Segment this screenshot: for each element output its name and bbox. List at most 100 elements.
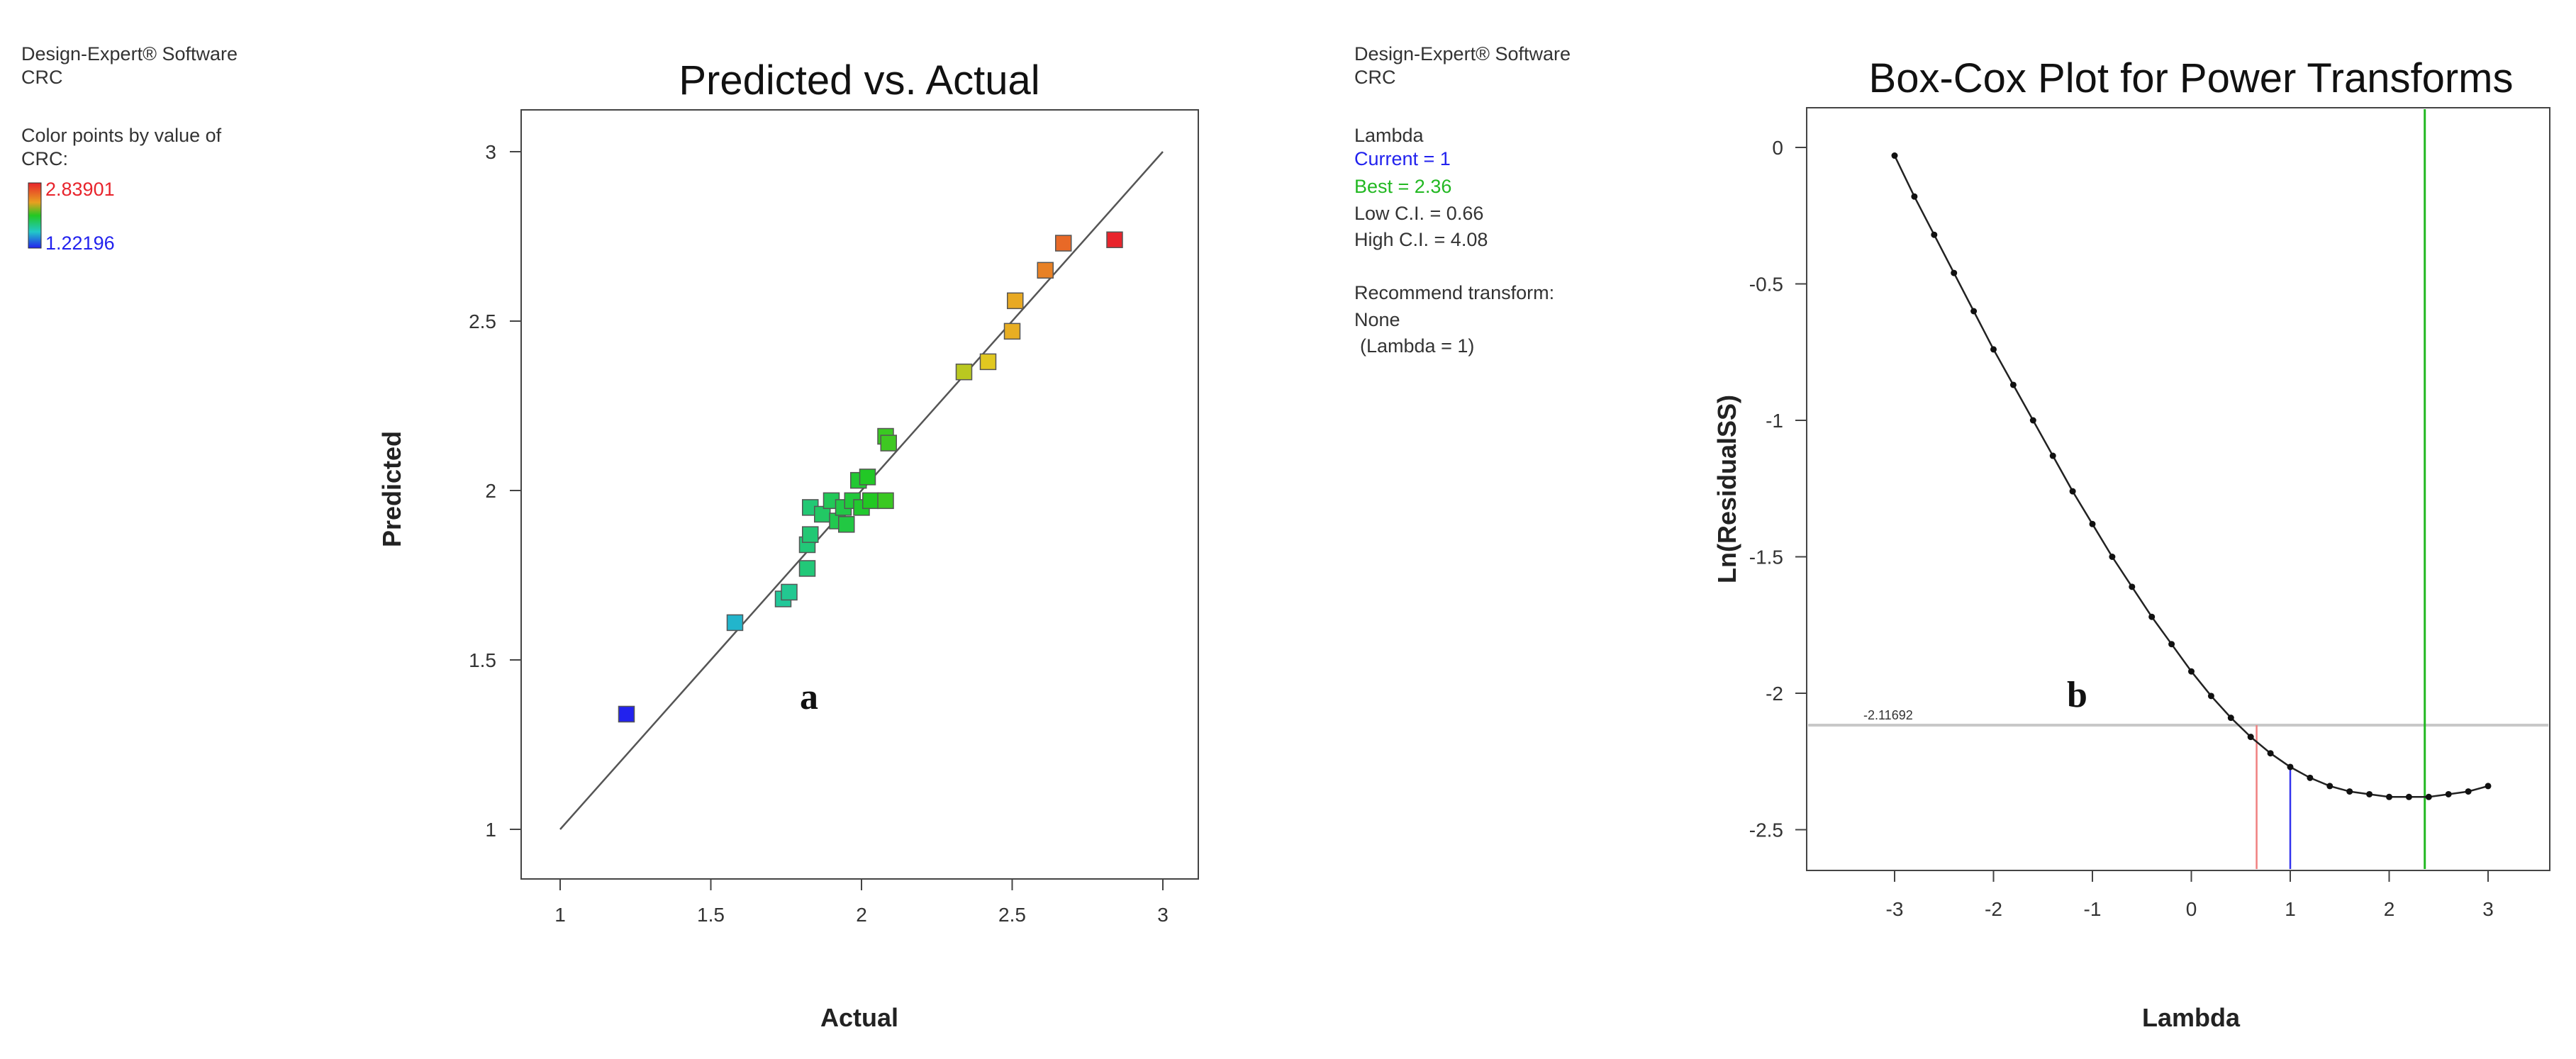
data-point [798,560,816,577]
x-tick-label: -1 [2084,898,2102,920]
x-tick-label: -2 [1985,898,2002,920]
lambda-best: Best = 2.36 [1354,176,1451,197]
curve-point [2267,750,2274,757]
y-tick-label: 2 [485,480,496,502]
color-max-label: 2.83901 [45,179,115,200]
color-by-label: Color points by value of [21,125,222,146]
curve-point [2445,790,2452,797]
curve-point [2129,583,2136,590]
x-tick-label: 1.5 [697,904,725,926]
x-tick-label: 2 [856,904,867,926]
curve-point [2089,520,2096,527]
recommend-transform-label: Recommend transform: [1354,282,1554,303]
y-tick-label: -2 [1766,683,1783,705]
chart-b-x-label: Lambda [2142,1003,2241,1032]
box-cox-points [1891,152,2492,800]
data-point [1003,323,1021,340]
recommend-lambda: (Lambda = 1) [1360,335,1474,357]
y-tick-label: 2.5 [469,310,496,332]
x-tick-label: 0 [2186,898,2197,920]
curve-point [2425,793,2432,800]
y-tick-label: 0 [1772,137,1783,159]
chart-b-title: Box-Cox Plot for Power Transforms [1869,55,2514,101]
curve-point [2465,788,2472,795]
y-tick-label: -2.5 [1749,819,1783,841]
chart-a-panel-label: a [800,677,818,717]
curve-point [2227,715,2234,722]
curve-point [2207,693,2214,700]
right-response-label: CRC [1354,67,1396,88]
left-info-block: Design-Expert® Software CRC Color points… [21,43,238,254]
curve-point [2307,774,2314,781]
data-point [880,435,897,452]
chart-a-points [618,231,1123,723]
recommend-transform-value: None [1354,309,1400,330]
curve-point [1891,152,1898,159]
lambda-header: Lambda [1354,125,1424,146]
curve-point [2346,788,2353,795]
y-tick-label: -1.5 [1749,547,1783,568]
data-point [862,492,879,510]
chart-a-title: Predicted vs. Actual [679,57,1039,103]
x-tick-label: 1 [554,904,566,926]
data-point [859,469,876,486]
left-software-label: Design-Expert® Software [21,43,238,65]
curve-point [1951,269,1958,276]
data-point [1007,292,1024,310]
color-min-label: 1.22196 [45,232,115,254]
curve-point [2109,554,2116,560]
curve-point [2168,641,2175,648]
chart-a-reference-line [559,151,1164,830]
data-point [877,492,894,510]
curve-point [2049,452,2056,459]
data-point [1106,231,1123,249]
curve-point [1970,308,1978,315]
curve-point [2247,734,2254,741]
data-point [781,583,798,601]
x-tick-label: 2 [2384,898,2395,920]
x-tick-label: 3 [1157,904,1169,926]
curve-point [1990,346,1997,353]
right-info-block: Design-Expert® Software CRC Lambda Curre… [1354,43,1571,357]
data-point [802,526,819,543]
chart-b-ticks: -3 -2 -1 0 1 2 3 0 -0.5 -1 -1.5 -2 -2.5 [1749,137,2494,920]
chart-a-plot-frame [520,109,1199,880]
data-point [1055,235,1072,252]
x-tick-label: 3 [2482,898,2494,920]
box-cox-curve [1893,155,2489,798]
x-tick-label: 1 [2285,898,2296,920]
color-var-label: CRC: [21,148,68,169]
min-ss-label: -2.11692 [1863,708,1913,722]
y-tick-label: 1 [485,819,496,841]
curve-point [2386,793,2392,800]
chart-a-y-label: Predicted [377,431,406,547]
chart-b-panel-label: b [2067,675,2087,715]
curve-point [2069,488,2076,495]
lambda-high-ci: High C.I. = 4.08 [1354,229,1488,250]
data-point [618,705,635,723]
curve-point [2029,417,2036,424]
chart-a-ticks: 1 1.5 2 2.5 3 1 1.5 2 2.5 3 [469,141,1169,926]
curve-point [2485,783,2492,790]
data-point [979,353,997,371]
left-response-label: CRC [21,67,63,88]
curve-point [2188,668,2195,675]
curve-point [2366,790,2373,797]
y-tick-label: 1.5 [469,649,496,671]
y-tick-label: -1 [1766,410,1783,432]
curve-point [1931,231,1938,238]
data-point [838,516,855,533]
chart-a-x-label: Actual [820,1003,898,1032]
y-tick-label: -0.5 [1749,274,1783,296]
curve-point [2287,763,2294,771]
curve-point [2326,783,2334,790]
x-tick-label: -3 [1886,898,1904,920]
curve-point [2405,793,2412,800]
chart-b-plot-frame [1806,107,2550,871]
right-software-label: Design-Expert® Software [1354,43,1571,65]
y-tick-label: 3 [485,141,496,163]
predicted-vs-actual-chart: Predicted vs. Actual 1 1.5 2 2.5 311.522.53 … [377,57,1199,1032]
lambda-current: Current = 1 [1354,148,1451,169]
chart-b-y-label: Ln(ResidualSS) [1712,395,1741,583]
